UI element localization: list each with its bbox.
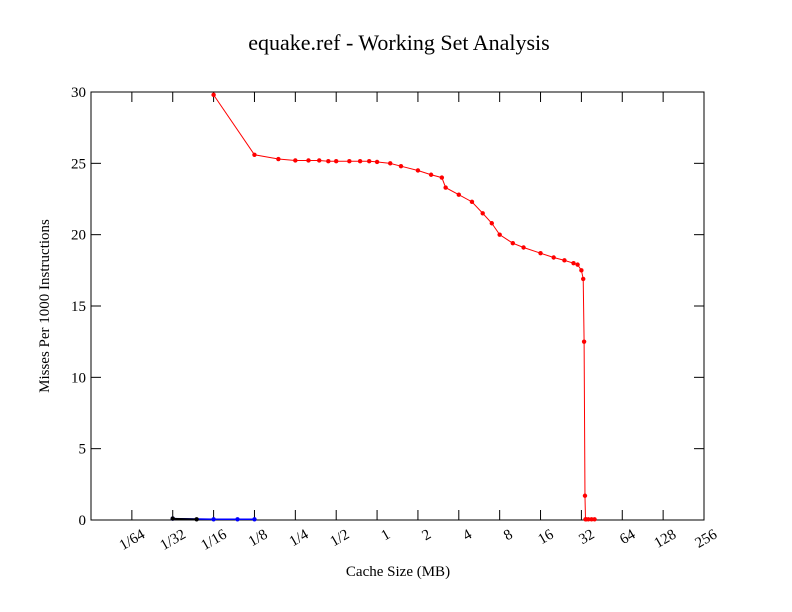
data-point	[415, 168, 421, 173]
data-point	[571, 261, 576, 266]
data-point	[581, 276, 586, 282]
data-point	[439, 175, 445, 180]
data-point	[366, 158, 372, 164]
x-tick-label: 128	[652, 527, 679, 552]
data-point	[235, 517, 240, 522]
data-point	[211, 92, 216, 98]
data-point	[211, 517, 216, 522]
series-line	[213, 94, 595, 520]
data-point	[194, 517, 199, 522]
data-point	[456, 192, 461, 197]
data-point	[398, 163, 404, 169]
data-point	[579, 268, 584, 273]
data-point	[443, 185, 448, 190]
data-point	[575, 262, 580, 267]
data-point	[589, 517, 594, 522]
y-tick-label: 5	[79, 442, 87, 458]
x-tick-label: 1/64	[117, 526, 149, 553]
data-point	[306, 158, 311, 163]
data-point	[347, 158, 352, 164]
data-point	[562, 258, 567, 263]
data-point	[510, 241, 516, 246]
data-point	[374, 159, 380, 165]
y-tick-label: 20	[71, 228, 86, 244]
data-point	[252, 152, 257, 157]
data-point	[357, 158, 363, 164]
x-tick-label: 32	[576, 527, 597, 548]
data-point	[581, 339, 587, 344]
x-tick-label: 2	[419, 527, 433, 545]
data-point	[551, 255, 556, 260]
x-axis-label: Cache Size (MB)	[346, 564, 450, 580]
y-tick-label: 25	[71, 156, 86, 172]
data-point	[521, 245, 526, 250]
data-point	[582, 493, 588, 498]
y-tick-label: 15	[71, 299, 86, 315]
x-tick-label: 1/4	[287, 526, 312, 550]
series-line	[172, 517, 197, 521]
data-point	[170, 516, 175, 521]
x-tick-label: 1/32	[158, 527, 189, 554]
y-tick-label: 0	[79, 513, 87, 529]
data-point	[326, 158, 331, 164]
chart-title: equake.ref - Working Set Analysis	[248, 30, 549, 55]
x-tick-label: 1	[379, 527, 393, 545]
plot-frame	[90, 91, 705, 521]
x-tick-label: 256	[693, 526, 721, 551]
y-tick-label: 10	[71, 370, 86, 386]
data-point	[480, 211, 485, 216]
series-2	[170, 516, 199, 522]
data-point	[428, 172, 434, 177]
axes: 0 5 10 15 20 25 30 1/64 1/32 1/16 1/8 1/4 1/2 1 2 4 8 16 3…	[71, 85, 720, 554]
y-axis-label: Misses Per 1000 Instructions	[37, 219, 53, 393]
x-tick-label: 1/16	[199, 526, 231, 553]
data-point	[586, 517, 591, 522]
data-point	[388, 161, 393, 166]
x-tick-label: 64	[617, 526, 638, 548]
data-point	[252, 517, 257, 522]
x-tick-label: 16	[536, 526, 557, 548]
x-tick-label: 4	[460, 526, 475, 544]
data-point	[489, 221, 494, 226]
x-tick-label: 8	[501, 527, 515, 545]
data-point	[469, 199, 475, 205]
x-tick-label: 1/2	[328, 527, 353, 550]
series-group	[170, 92, 597, 522]
data-point	[276, 156, 281, 162]
data-point	[497, 232, 502, 237]
x-tick-label: 1/8	[246, 527, 271, 550]
data-point	[317, 158, 322, 163]
data-point	[334, 158, 339, 164]
y-tick-label: 30	[71, 85, 86, 101]
series-0	[211, 92, 597, 522]
data-point	[538, 251, 543, 256]
data-point	[592, 517, 597, 522]
data-point	[293, 158, 298, 163]
